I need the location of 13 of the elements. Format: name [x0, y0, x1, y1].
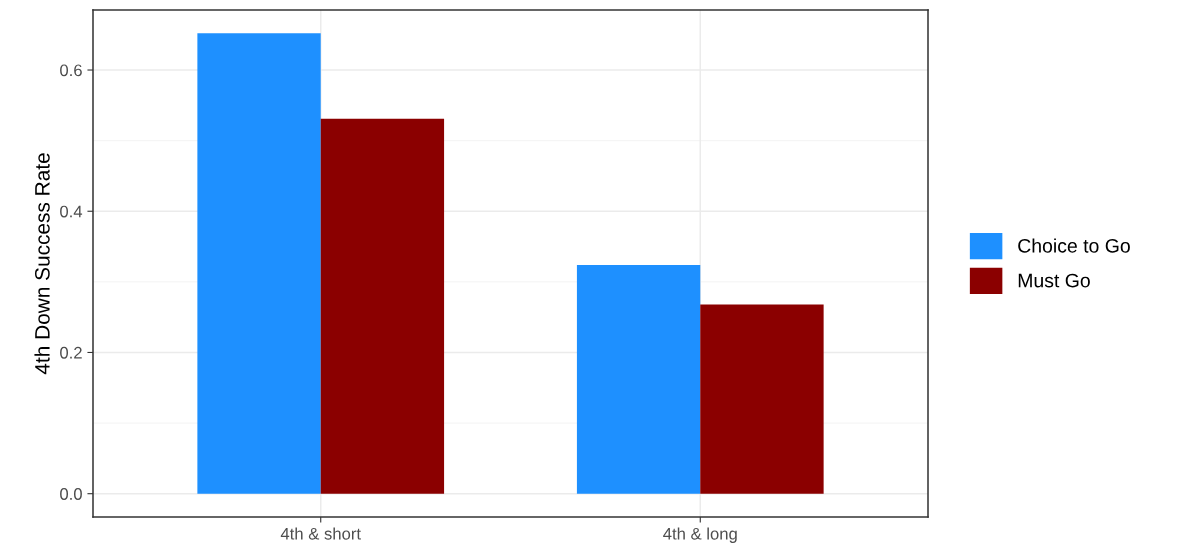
- y-tick-label: 0.4: [60, 205, 83, 218]
- bar: [576, 264, 701, 494]
- x-tick-label: 4th & long: [663, 527, 737, 543]
- y-tick-label: 0.2: [60, 346, 82, 359]
- bar: [700, 304, 824, 494]
- y-axis-title: 4th Down Success Rate: [34, 153, 50, 375]
- bar: [197, 33, 321, 494]
- bar: [320, 118, 445, 494]
- y-tick-label: 0.0: [60, 488, 82, 500]
- legend-label: Must Go: [1018, 273, 1090, 288]
- legend-label: Choice to Go: [1018, 238, 1130, 253]
- y-tick-label: 0.6: [60, 64, 82, 77]
- x-tick-label: 4th & short: [280, 527, 361, 540]
